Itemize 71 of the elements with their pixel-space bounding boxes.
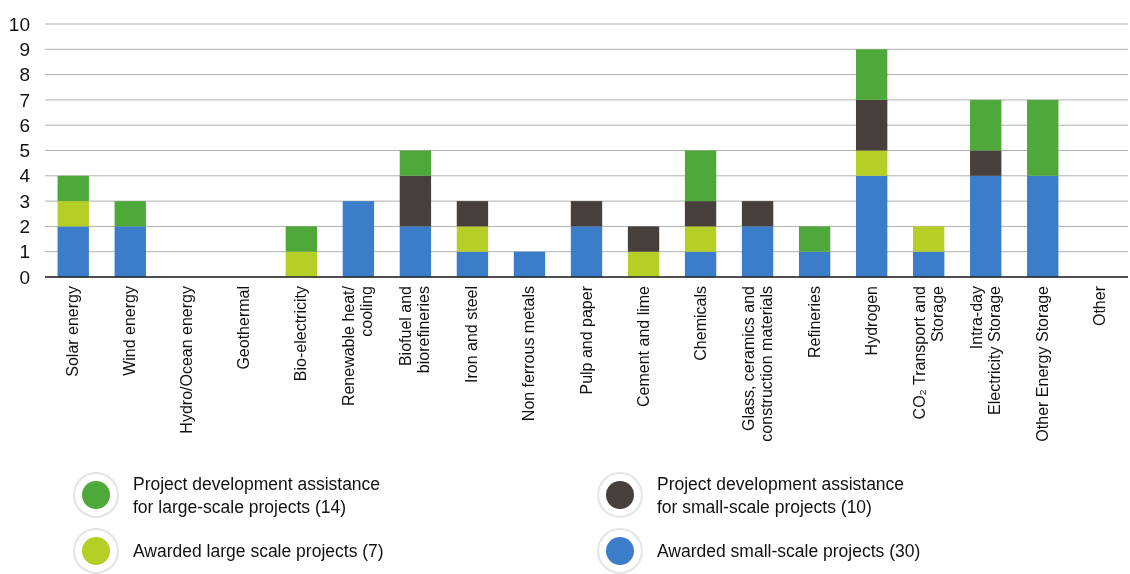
bar (970, 175, 1002, 277)
bar (913, 251, 945, 277)
bar (970, 150, 1002, 176)
y-tick-label: 4 (19, 165, 31, 187)
x-tick-label: Bio-electricity (292, 286, 310, 382)
bar (342, 201, 375, 277)
bar (456, 251, 489, 277)
bar (285, 251, 318, 277)
x-tick-label: Geothermal (235, 286, 253, 370)
bar (456, 226, 489, 252)
legend-label: Project development assistance for large-scale projects (14) (133, 473, 381, 517)
x-tick-label: Refineries (805, 286, 823, 359)
x-tick-label: Renewable heat/ cooling (340, 285, 376, 407)
bar (399, 175, 432, 227)
bar (684, 150, 717, 202)
bar (57, 226, 89, 277)
x-tick-label: Wind energy (121, 286, 139, 376)
bar (57, 201, 89, 227)
x-tick-label: Intra-day Electricity Storage (967, 285, 1003, 415)
bar (456, 201, 489, 227)
x-tick-label: Solar energy (64, 286, 82, 377)
bar (798, 251, 831, 277)
bar (399, 226, 432, 277)
bar (570, 226, 603, 277)
x-tick-label: Hydrogen (862, 286, 880, 356)
bar (399, 150, 432, 176)
bar (855, 99, 888, 151)
bar (627, 251, 660, 277)
bar (741, 226, 774, 277)
x-tick-label: Iron and steel (463, 286, 481, 383)
x-tick-label: Cement and lime (634, 285, 652, 407)
y-tick-label: 9 (19, 38, 30, 60)
y-tick-label: 8 (19, 64, 30, 86)
bar (684, 226, 717, 252)
x-tick-label: Other Energy Storage (1033, 285, 1051, 442)
x-tick-label: Other (1090, 285, 1108, 327)
bar (285, 226, 318, 252)
y-tick-label: 6 (19, 114, 30, 136)
bar (114, 201, 146, 227)
y-tick-label: 7 (19, 89, 30, 111)
bar (1027, 99, 1059, 176)
legend-label: Awarded small-scale projects (30) (657, 541, 921, 561)
bar (513, 251, 546, 277)
bar (627, 226, 660, 252)
bar (798, 226, 831, 252)
y-tick-label: 1 (19, 241, 30, 263)
bar (57, 175, 89, 202)
bar (114, 226, 146, 277)
x-tick-label: Hydro/Ocean energy (178, 286, 196, 434)
y-tick-label: 3 (19, 190, 30, 212)
x-tick-label: Non ferrous metals (520, 286, 538, 422)
bar (855, 175, 888, 277)
bar (1027, 175, 1059, 277)
bar (741, 201, 774, 227)
bar (970, 99, 1002, 151)
x-tick-label: Pulp and paper (577, 285, 595, 395)
bar (913, 226, 945, 252)
y-tick-label: 2 (19, 216, 30, 238)
y-tick-label: 0 (19, 266, 30, 288)
x-tick-label: Glass, ceramics and construction materials (739, 286, 775, 442)
bar (570, 201, 603, 227)
legend-label: Awarded large scale projects (7) (133, 541, 384, 561)
bar (684, 201, 717, 227)
x-tick-label: Chemicals (691, 286, 709, 361)
bar (855, 49, 888, 100)
y-tick-label: 5 (19, 140, 30, 162)
x-tick-label: CO₂ Transport and Storage (910, 285, 946, 420)
bar (855, 150, 888, 176)
bar (684, 251, 717, 277)
y-tick-label: 10 (8, 13, 30, 35)
legend-label: Project development assistance for small-scale projects (10) (657, 473, 905, 517)
